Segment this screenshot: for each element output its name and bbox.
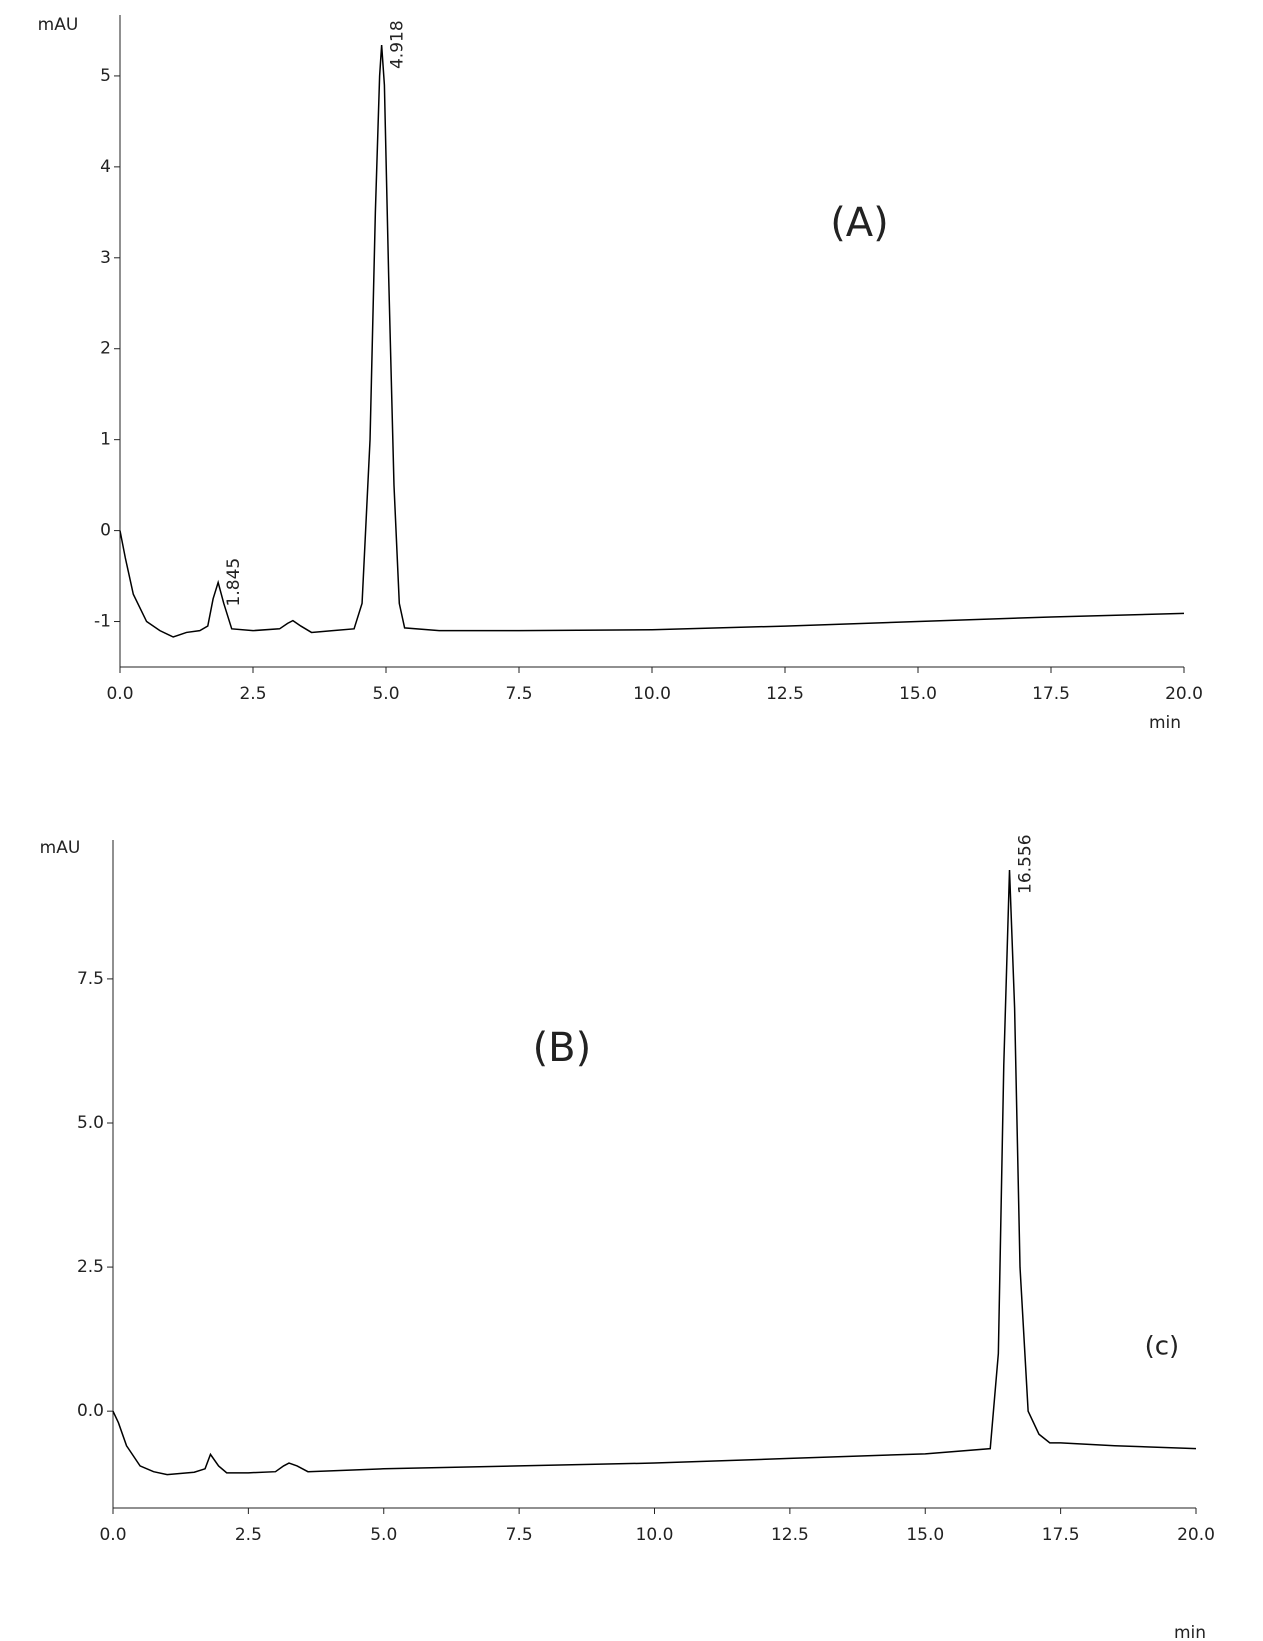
x-tick-label: 2.5 xyxy=(235,1525,262,1545)
x-tick-label: 10.0 xyxy=(633,684,671,704)
y-tick-label: 1 xyxy=(100,430,111,450)
x-tick-label: 12.5 xyxy=(766,684,804,704)
x-tick-label: 17.5 xyxy=(1042,1525,1080,1545)
x-tick-label: 17.5 xyxy=(1032,684,1070,704)
y-tick-label: -1 xyxy=(94,612,111,632)
x-tick-label: 5.0 xyxy=(372,684,399,704)
y-tick-label: 4 xyxy=(100,157,111,177)
peak-label: 4.918 xyxy=(388,20,408,69)
trace xyxy=(119,44,1185,638)
y-tick-label: 2.5 xyxy=(77,1257,104,1277)
x-tick-label: 2.5 xyxy=(239,684,266,704)
trace xyxy=(112,869,1197,1476)
x-tick-label: 10.0 xyxy=(636,1525,674,1545)
y-tick-label: 3 xyxy=(100,248,111,268)
x-tick-label: 7.5 xyxy=(505,684,532,704)
y-tick-label: 5.0 xyxy=(77,1113,104,1133)
x-axis-title: min xyxy=(1174,1623,1206,1641)
panel-label: (B) xyxy=(533,1025,592,1071)
peak-label: 1.845 xyxy=(224,558,244,607)
x-tick-label: 20.0 xyxy=(1177,1525,1215,1545)
x-tick-label: 7.5 xyxy=(506,1525,533,1545)
panel-label: (c) xyxy=(1145,1332,1180,1362)
x-tick-label: 0.0 xyxy=(99,1525,126,1545)
y-tick-label: 0 xyxy=(100,521,111,541)
y-axis-title: mAU xyxy=(40,838,81,858)
x-axis-title: min xyxy=(1149,713,1181,733)
y-tick-label: 7.5 xyxy=(77,969,104,989)
x-tick-label: 20.0 xyxy=(1165,684,1203,704)
y-tick-label: 2 xyxy=(100,339,111,359)
peak-label: 16.556 xyxy=(1016,834,1036,893)
x-tick-label: 15.0 xyxy=(899,684,937,704)
x-tick-label: 12.5 xyxy=(771,1525,809,1545)
x-tick-label: 5.0 xyxy=(370,1525,397,1545)
y-axis-title: mAU xyxy=(38,15,79,35)
x-tick-label: 15.0 xyxy=(906,1525,944,1545)
y-tick-label: 0.0 xyxy=(77,1401,104,1421)
x-tick-label: 0.0 xyxy=(106,684,133,704)
panel-label: (A) xyxy=(830,200,889,246)
y-tick-label: 5 xyxy=(100,66,111,86)
